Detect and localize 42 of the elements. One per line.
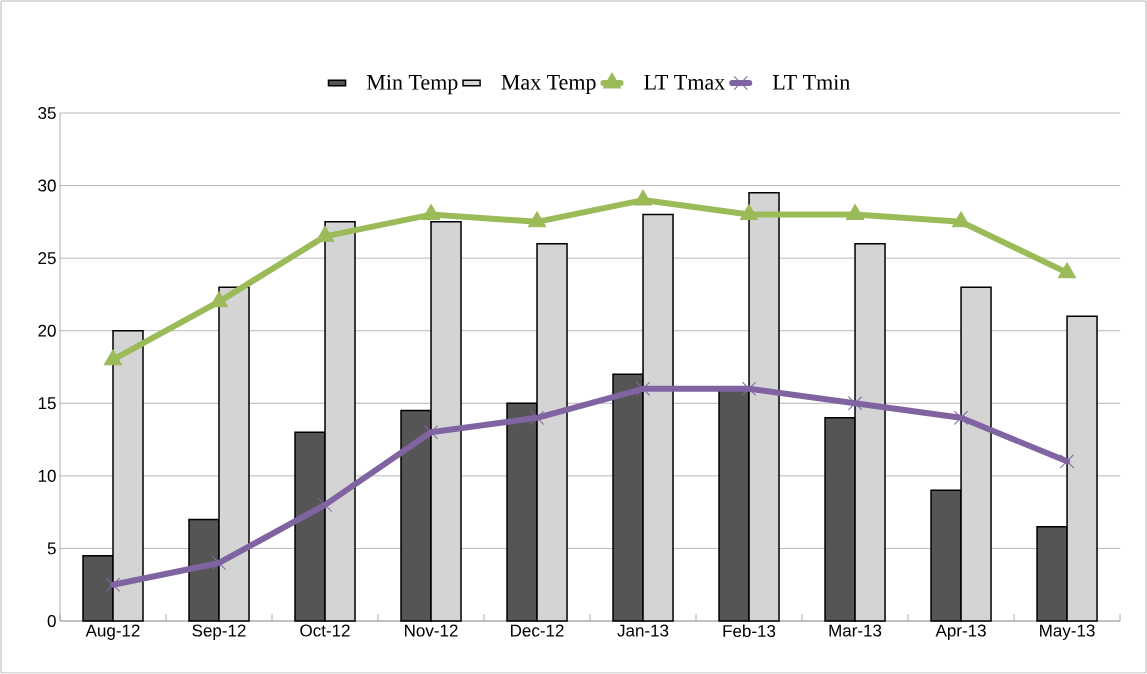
- point: [209, 291, 229, 308]
- point: [951, 211, 971, 228]
- point: [848, 396, 862, 411]
- point: [954, 410, 968, 425]
- point: [212, 556, 226, 570]
- legend-label: Max Temp: [501, 75, 596, 95]
- point: [739, 204, 759, 221]
- x-tick-label: Oct-12: [300, 624, 350, 637]
- point: [315, 225, 335, 242]
- point: [527, 211, 547, 228]
- x-tick-label: Mar-13: [829, 624, 882, 637]
- y-tick-label: 5: [47, 542, 56, 555]
- x-tick-label: May-13: [1040, 624, 1095, 640]
- point: [421, 204, 441, 221]
- legend-label: LT Tmin: [772, 74, 850, 90]
- point: [424, 425, 438, 440]
- point: [633, 189, 653, 206]
- x-tick-label: Sep-12: [192, 624, 246, 640]
- point: [318, 498, 332, 512]
- x-tick-label: Jan-13: [617, 624, 669, 637]
- point: [742, 381, 756, 396]
- point: [1057, 262, 1077, 279]
- point: [636, 381, 650, 396]
- legend-label: LT Tmax: [644, 75, 725, 90]
- point: [1060, 454, 1074, 469]
- x-tick-label: Dec-12: [511, 624, 564, 637]
- y-tick-label: 35: [38, 106, 56, 120]
- x-tick-label: Nov-12: [405, 624, 458, 637]
- y-tick-label: 25: [38, 252, 56, 265]
- legend-label: Min Temp: [366, 74, 458, 95]
- y-tick-label: 10: [38, 469, 56, 482]
- x-tick-label: Aug-12: [85, 624, 140, 640]
- point: [845, 204, 865, 221]
- point: [530, 410, 544, 425]
- y-tick-label: 30: [38, 179, 56, 192]
- point: [103, 349, 123, 366]
- x-tick-label: Feb-13: [723, 624, 776, 638]
- y-tick-label: 20: [38, 324, 56, 337]
- point: [106, 577, 120, 592]
- y-tick-label: 15: [38, 397, 56, 410]
- y-tick-label: 0: [47, 614, 56, 628]
- x-tick-label: Apr-13: [935, 624, 986, 640]
